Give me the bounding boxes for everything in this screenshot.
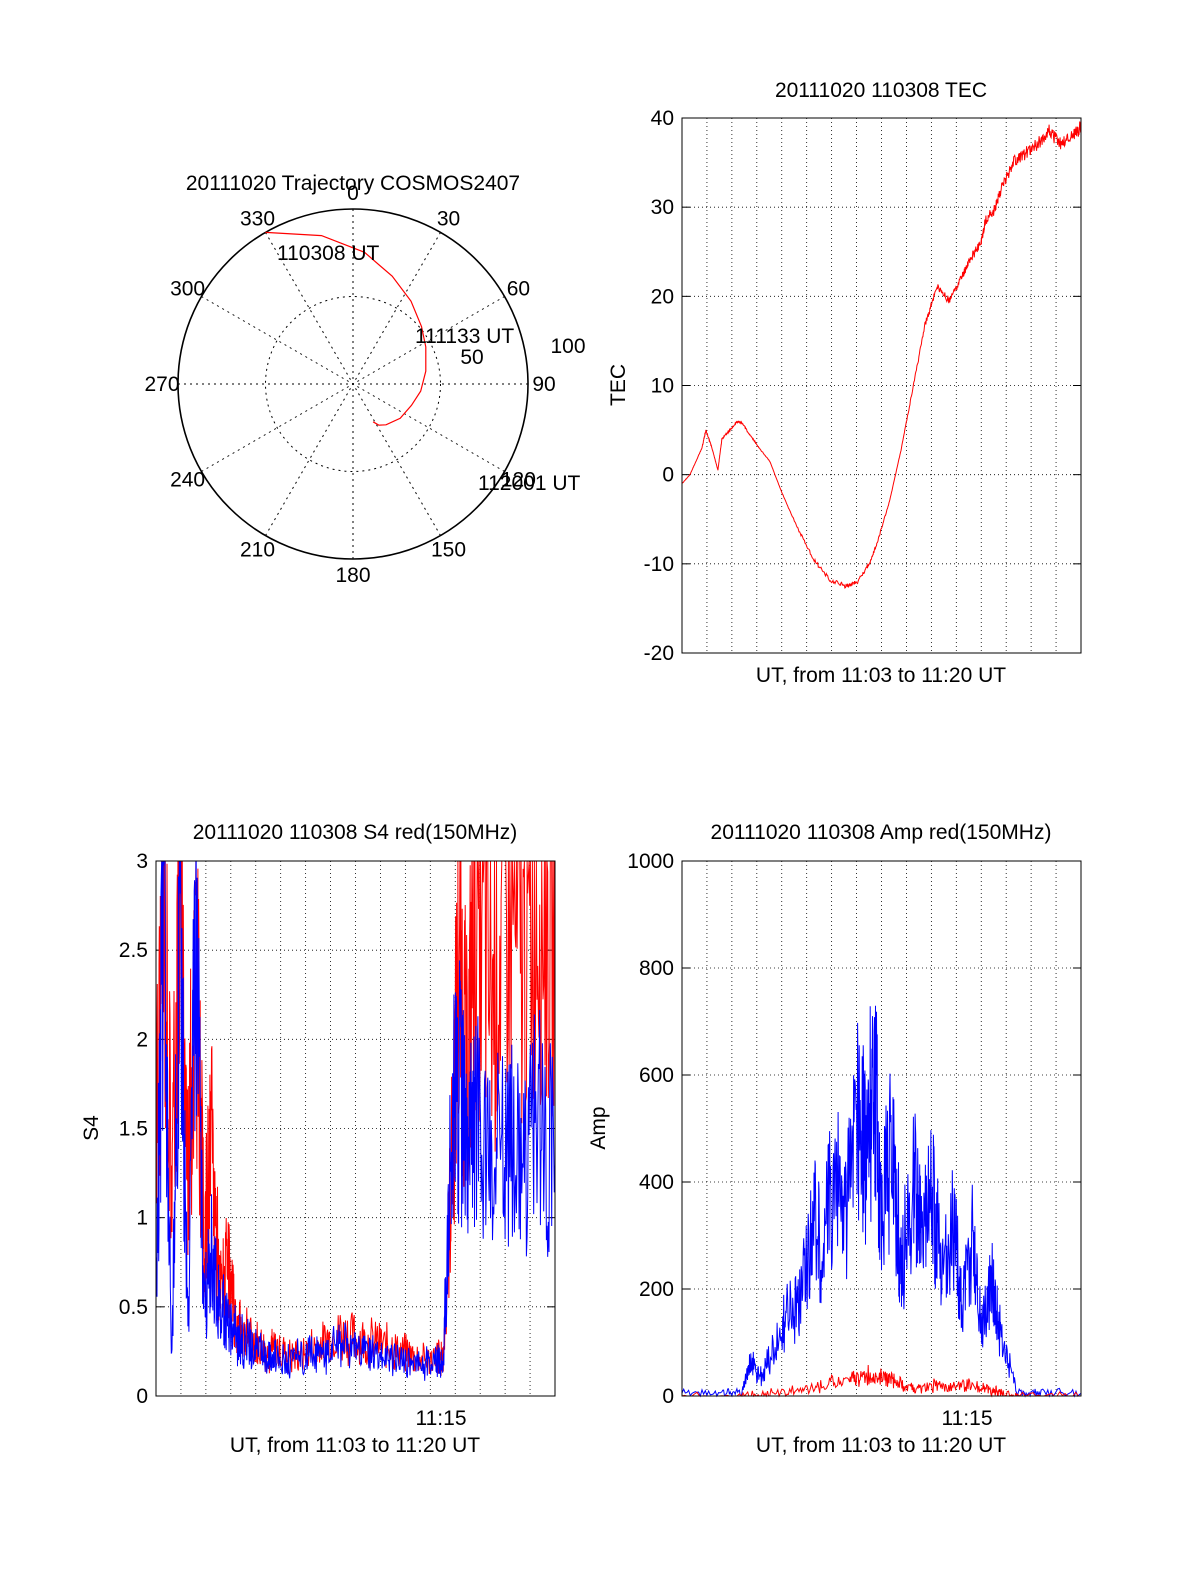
amp-x-tick-label: 11:15 xyxy=(942,1407,993,1430)
amp-y-tick-labels: 0 200 400 600 800 1000 xyxy=(627,850,674,1408)
s4-x-tick-label: 11:15 xyxy=(416,1407,467,1430)
polar-angle-label: 180 xyxy=(335,564,370,587)
tec-plot-frame xyxy=(681,117,1082,654)
tec-y-tick-labels: -20 -10 0 10 20 30 40 xyxy=(644,107,674,665)
y-tick-label: -10 xyxy=(644,553,674,576)
y-tick-label: 0 xyxy=(136,1385,148,1408)
amp-title: 20111020 110308 Amp red(150MHz) xyxy=(711,821,1052,844)
y-tick-label: 0 xyxy=(662,464,674,487)
polar-angle-label: 270 xyxy=(144,373,179,396)
s4-plot-frame xyxy=(155,860,556,1397)
series-line-0 xyxy=(681,1005,1082,1398)
polar-angle-label: 240 xyxy=(170,469,205,492)
polar-angle-label: 0 xyxy=(347,182,359,205)
s4-series xyxy=(155,860,556,1381)
polar-angle-label: 330 xyxy=(240,208,275,231)
polar-radial-label-100: 100 xyxy=(550,335,585,358)
polar-inner-circle xyxy=(265,296,441,472)
trajectory-end-label: 112001 UT xyxy=(478,472,581,495)
polar-angle-label: 300 xyxy=(170,278,205,301)
amp-series xyxy=(681,1005,1082,1398)
y-tick-label: 600 xyxy=(639,1064,674,1087)
y-tick-label: 2.5 xyxy=(119,939,148,962)
s4-x-axis-label: UT, from 11:03 to 11:20 UT xyxy=(230,1434,480,1457)
y-tick-label: 3 xyxy=(136,850,148,873)
amp-chart-panel: 20111020 110308 Amp red(150MHz) 0 200 400 6… xyxy=(587,821,1082,1457)
y-tick-label: -20 xyxy=(644,642,674,665)
polar-angle-label: 30 xyxy=(437,208,460,231)
y-tick-label: 40 xyxy=(651,107,674,130)
amp-x-axis-label: UT, from 11:03 to 11:20 UT xyxy=(756,1434,1006,1457)
polar-radial-label-50: 50 xyxy=(460,346,483,369)
trajectory-start-label: 110308 UT xyxy=(277,242,380,265)
series-line-1 xyxy=(155,860,556,1381)
polar-angle-label: 60 xyxy=(507,278,530,301)
y-tick-label: 2 xyxy=(136,1028,148,1051)
polar-angle-label: 90 xyxy=(532,373,555,396)
polar-spoke xyxy=(265,232,441,536)
series-line-1 xyxy=(681,1364,1081,1398)
trajectory-polar-panel: 20111020 Trajectory COSMOS2407 0 30 60 90 12… xyxy=(144,172,585,587)
trajectory-mid-label: 111133 UT xyxy=(415,325,514,348)
s4-y-axis-label: S4 xyxy=(80,1115,103,1141)
amp-y-axis-label: Amp xyxy=(587,1106,610,1149)
s4-title: 20111020 110308 S4 red(150MHz) xyxy=(193,821,518,844)
polar-angle-labels: 0 30 60 90 120 150 180 210 240 270 300 330 xyxy=(144,182,555,587)
polar-angle-label: 150 xyxy=(431,538,466,561)
tec-series-line xyxy=(681,121,1082,589)
amp-plot-frame xyxy=(681,860,1082,1397)
y-tick-label: 10 xyxy=(651,375,674,398)
tec-title: 20111020 110308 TEC xyxy=(775,79,987,102)
polar-grid xyxy=(177,208,529,560)
y-tick-label: 800 xyxy=(639,957,674,980)
y-tick-label: 30 xyxy=(651,196,674,219)
y-tick-label: 20 xyxy=(651,285,674,308)
y-tick-label: 1 xyxy=(136,1207,148,1230)
y-tick-label: 1000 xyxy=(627,850,674,873)
trajectory-track xyxy=(265,231,427,426)
y-tick-label: 0 xyxy=(662,1385,674,1408)
y-tick-label: 0.5 xyxy=(119,1296,148,1319)
tec-y-axis-label: TEC xyxy=(607,364,630,406)
s4-y-tick-labels: 0 0.5 1 1.5 2 2.5 3 xyxy=(119,850,148,1408)
polar-title: 20111020 Trajectory COSMOS2407 xyxy=(186,172,520,195)
polar-angle-label: 120 xyxy=(501,469,536,492)
tec-x-axis-label: UT, from 11:03 to 11:20 UT xyxy=(756,664,1006,687)
y-tick-label: 1.5 xyxy=(119,1118,148,1141)
y-tick-label: 200 xyxy=(639,1278,674,1301)
polar-angle-label: 210 xyxy=(240,538,275,561)
s4-chart-panel: 20111020 110308 S4 red(150MHz) 0 0.5 1 1.5 2… xyxy=(80,821,556,1457)
y-tick-label: 400 xyxy=(639,1171,674,1194)
